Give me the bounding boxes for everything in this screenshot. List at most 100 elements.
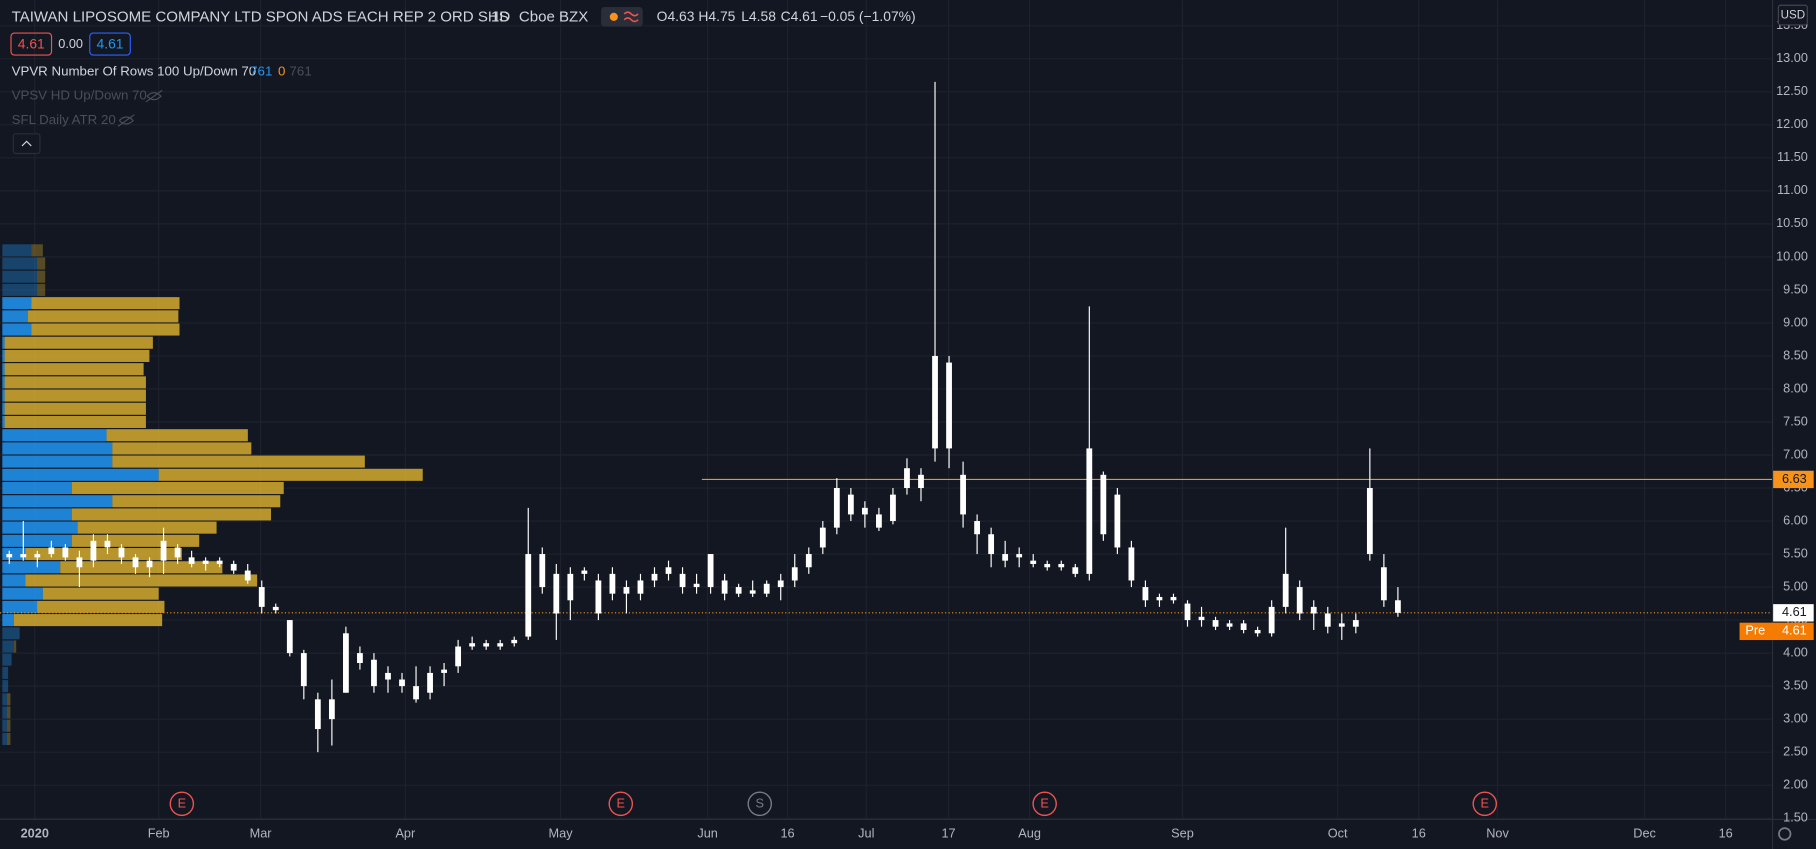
- event-marker[interactable]: [608, 791, 634, 817]
- axes: 1.502.002.503.003.504.004.505.005.506.00…: [21, 4, 1814, 840]
- event-label: S: [756, 796, 764, 811]
- x-tick-label: Aug: [1018, 825, 1041, 840]
- event-marker[interactable]: [747, 791, 773, 817]
- candle-body: [385, 672, 391, 680]
- volume-down: [13, 614, 163, 627]
- x-tick-label: Nov: [1486, 825, 1509, 840]
- volume-down: [106, 429, 248, 442]
- ask: 4.61: [97, 35, 124, 51]
- candle-body: [1395, 600, 1401, 613]
- volume-up: [2, 521, 78, 534]
- indicator-name: VPSV HD Up/Down 70: [12, 88, 147, 103]
- volume-up: [2, 389, 5, 402]
- pre-market-price: 4.61: [1782, 623, 1807, 638]
- hidden-icon[interactable]: [145, 89, 163, 103]
- ask-badge[interactable]: [89, 32, 131, 56]
- x-tick-label: 16: [780, 825, 794, 840]
- event-marker[interactable]: [169, 791, 195, 817]
- settings-icon[interactable]: [1778, 827, 1792, 841]
- volume-down: [37, 270, 46, 283]
- volume-down: [37, 600, 165, 613]
- chevron: [21, 140, 32, 147]
- candle-body: [244, 570, 251, 581]
- candle-body: [805, 554, 812, 568]
- event-marker[interactable]: [1472, 791, 1498, 817]
- currency-box[interactable]: [1777, 4, 1808, 26]
- candle-body: [693, 583, 700, 588]
- candle-body: [62, 547, 69, 558]
- volume-down: [112, 495, 281, 508]
- volume-up: [2, 640, 14, 653]
- y-tick-label: 2.50: [1783, 744, 1808, 759]
- candle-body: [286, 620, 293, 654]
- candle-body: [1170, 596, 1177, 601]
- candle-body: [791, 567, 798, 581]
- hidden-icon[interactable]: [117, 114, 135, 127]
- event-label: E: [617, 796, 625, 811]
- y-tick-label: 3.50: [1783, 677, 1808, 692]
- price-badge-label: 6.63: [1782, 471, 1807, 486]
- volume-up: [2, 732, 7, 745]
- candle-body: [483, 643, 490, 647]
- volume-up: [2, 270, 38, 283]
- y-tick-label: 9.00: [1783, 314, 1808, 329]
- candle-body: [258, 587, 265, 607]
- candle-body: [1016, 554, 1023, 558]
- y-tick-label: 6.00: [1783, 512, 1808, 527]
- volume-down: [13, 640, 17, 653]
- candle-body: [1366, 488, 1373, 555]
- last-price-label: 4.61: [1782, 604, 1807, 619]
- candle-body: [6, 554, 13, 558]
- volume-down: [37, 283, 46, 296]
- candle-body: [623, 587, 630, 594]
- y-tick-label: 12.00: [1776, 116, 1808, 131]
- candle-body: [1044, 563, 1051, 568]
- volume-up: [2, 600, 38, 613]
- volume-up: [2, 574, 26, 587]
- volume-up: [2, 627, 20, 640]
- candle-body: [300, 653, 307, 687]
- candle-body: [861, 507, 868, 515]
- candle-body: [399, 679, 405, 687]
- volume-up: [2, 257, 38, 270]
- candle-body: [679, 573, 686, 588]
- pre-market-tag: Pre: [1745, 623, 1765, 638]
- candle-body: [1212, 620, 1219, 627]
- volume-up: [2, 429, 107, 442]
- volume-up: [2, 587, 43, 600]
- volume-up: [2, 495, 113, 508]
- indicator-name: SFL Daily ATR 20: [12, 112, 116, 127]
- volume-up: [2, 310, 28, 323]
- indicator-value: 761: [290, 63, 312, 78]
- market-status[interactable]: [601, 6, 643, 27]
- volume-down: [4, 415, 146, 429]
- volume-down: [71, 482, 284, 495]
- bid-badge[interactable]: [10, 32, 53, 56]
- candle-body: [328, 699, 335, 720]
- volume-down: [6, 693, 11, 706]
- candle-body: [469, 643, 476, 647]
- candle-body: [1380, 567, 1387, 601]
- candle-body: [833, 488, 840, 528]
- candle-body: [118, 547, 125, 558]
- collapse-button[interactable]: [12, 133, 41, 155]
- y-tick-label: 12.50: [1776, 83, 1808, 98]
- volume-down: [25, 574, 258, 587]
- volume-down: [6, 732, 11, 745]
- candle-body: [609, 573, 616, 594]
- candle-body: [160, 540, 167, 561]
- event-marker[interactable]: [1032, 791, 1057, 817]
- volume-down: [77, 521, 217, 534]
- volume-down: [42, 587, 159, 600]
- x-tick-label: 16: [1412, 825, 1426, 840]
- y-tick-label: 11.00: [1777, 182, 1808, 197]
- candle-body: [1114, 494, 1121, 548]
- volume-up: [2, 693, 7, 706]
- event-label: E: [1481, 796, 1489, 811]
- candle-body: [777, 580, 784, 588]
- candle-body: [132, 557, 139, 568]
- candle-body: [904, 468, 910, 489]
- volume-down: [4, 376, 146, 389]
- candle-body: [876, 514, 882, 528]
